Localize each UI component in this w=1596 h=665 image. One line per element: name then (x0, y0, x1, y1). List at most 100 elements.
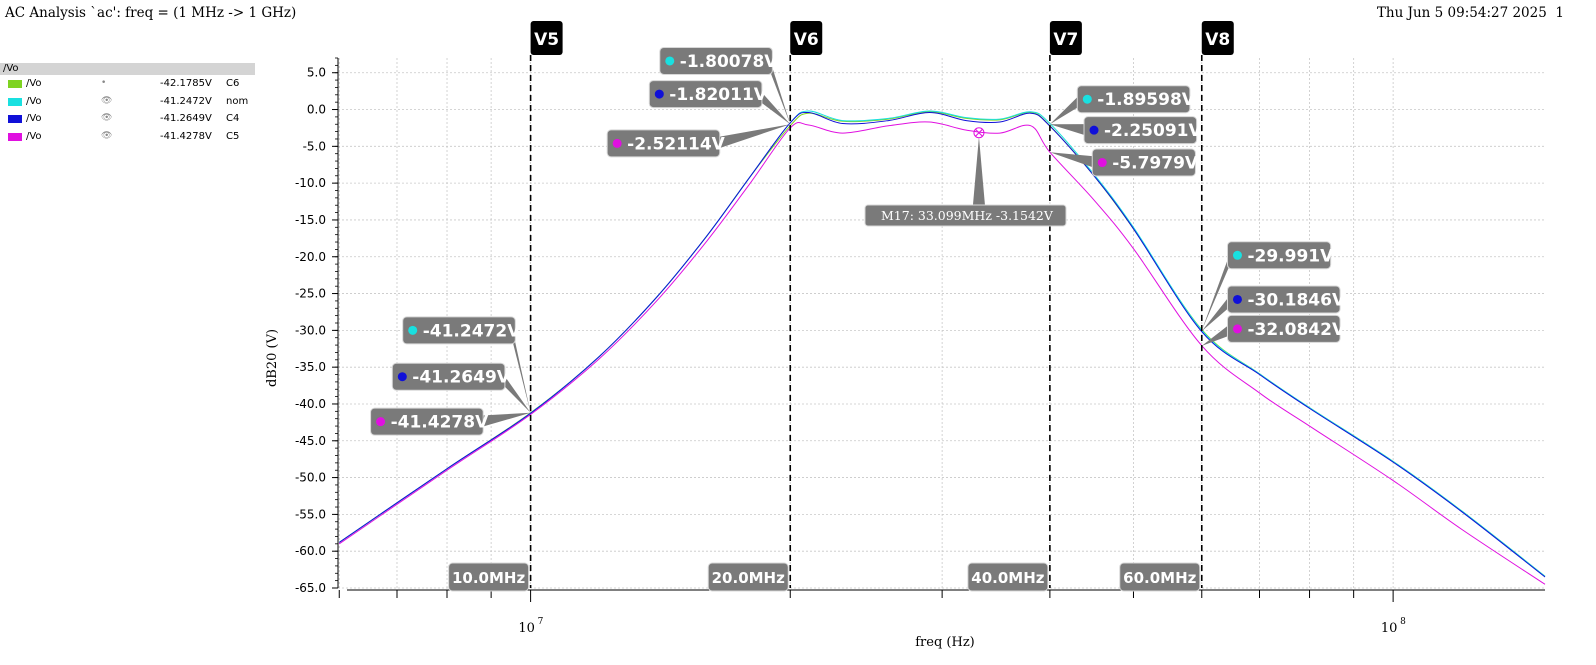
callout-dot (376, 417, 386, 427)
callout-box (1091, 148, 1196, 177)
callout-value: -32.0842V (1247, 320, 1345, 340)
y-tick-label: -60.0 (295, 544, 326, 558)
callout-value: -2.52114V (627, 134, 725, 154)
vmarker-badge (1049, 21, 1082, 55)
vmarker-freq-label: 10.0MHz (452, 569, 525, 587)
callout-pointer (715, 124, 791, 150)
callout-pointer (1201, 322, 1232, 346)
y-tick-label: -30.0 (295, 323, 326, 337)
callout-value: -5.7979V (1112, 154, 1199, 174)
callout-value: -1.80078V (680, 52, 778, 72)
callout-dot (397, 372, 407, 382)
y-tick-label: -65.0 (295, 581, 326, 595)
axes: dB20 (V) freq (Hz) 5.0 0.0 -5.0 -10.0 -15.0 -… (265, 57, 1545, 650)
callout-dot (1097, 158, 1107, 168)
y-axis-label: dB20 (V) (265, 329, 280, 387)
vmarker-badge (530, 21, 563, 55)
callout-pointer (1201, 293, 1232, 332)
value-callouts[interactable]: -41.2472V -41.2649V -41.4278V -1.80078V -1.8… (370, 46, 1346, 436)
callout-dot (1089, 125, 1099, 135)
callout-pointer (757, 88, 791, 125)
vmarker-label: V8 (1205, 30, 1230, 50)
callout-value: -41.4278V (391, 413, 489, 433)
y-tick-label: -10.0 (295, 176, 326, 190)
legend-swatch-c6 (8, 80, 22, 88)
x-axis-label: freq (Hz) (915, 635, 975, 650)
vmarker-label: V5 (534, 30, 559, 50)
callout-value: -2.25091V (1104, 121, 1202, 141)
eye-icon[interactable]: 👁 (101, 95, 113, 106)
vertical-markers[interactable]: V5 10.0MHz V6 20.0MHz V7 40.0MHz V8 60.0MHz (448, 21, 1234, 592)
legend-swatch-c5 (8, 132, 22, 141)
callout-pointer (1201, 249, 1232, 331)
callout-box (402, 316, 516, 345)
vmarker-freq-box (1119, 562, 1201, 592)
callout-pointer (1049, 124, 1089, 137)
legend-row-c4[interactable]: /Vo 👁 -41.2649V C4 (0, 110, 255, 128)
callout-dot (408, 325, 418, 335)
y-tick-label: -15.0 (295, 213, 326, 227)
pmarker-ring (973, 127, 985, 139)
x-tick-label: 10 (518, 621, 535, 636)
legend-value: -41.4278V (160, 130, 212, 142)
y-tick-label: 0.0 (307, 103, 326, 117)
callout-box (606, 129, 721, 158)
y-tick-label: -25.0 (295, 287, 326, 301)
y-tick-label: -5.0 (303, 139, 326, 153)
legend-signal-name: /Vo (26, 95, 42, 107)
legend-value: -41.2649V (160, 113, 212, 124)
y-tick-label: -40.0 (295, 397, 326, 411)
callout-dot (1232, 294, 1242, 304)
callout-value: -41.2649V (412, 368, 510, 388)
legend-value: -41.2472V (160, 95, 212, 107)
x-tick-exponent: 8 (1400, 617, 1406, 627)
legend-signal-name: /Vo (26, 130, 42, 142)
callout-dot (612, 138, 622, 148)
traces (338, 110, 1546, 585)
vmarker-freq-label: 60.0MHz (1123, 569, 1196, 587)
legend-corner: nom (226, 95, 249, 107)
callout-dot (665, 56, 675, 66)
eye-icon[interactable]: 👁 (101, 130, 113, 141)
callout-value: -1.82011V (669, 85, 767, 105)
legend-swatch-nom (8, 97, 22, 106)
timestamp: Thu Jun 5 09:54:27 2025 1 (1376, 5, 1564, 21)
trace-c4 (338, 111, 1546, 578)
window-title: AC Analysis `ac': freq = (1 MHz -> 1 GHz… (5, 5, 297, 21)
callout-pointer (1049, 152, 1097, 169)
legend: /Vo /Vo • -42.1785V C6 /Vo 👁 -41.2472V n… (0, 63, 255, 145)
legend-row-c6[interactable]: /Vo • -42.1785V C6 (0, 75, 255, 93)
callout-dot (1082, 94, 1092, 104)
vmarker-freq-box (448, 562, 530, 592)
callout-box (391, 362, 506, 391)
callout-value: -30.1846V (1247, 290, 1345, 310)
callout-value: -41.2472V (423, 321, 521, 341)
callout-box (1226, 314, 1341, 343)
eye-icon[interactable]: 👁 (101, 113, 113, 123)
callout-dot (1232, 324, 1242, 334)
legend-corner: C6 (226, 78, 240, 89)
y-tick-label: 5.0 (307, 66, 326, 80)
legend-header[interactable]: /Vo (0, 63, 255, 75)
callout-box (648, 80, 763, 109)
point-marker[interactable]: M17: 33.099MHz -3.1542V (864, 127, 1067, 227)
y-tick-label: -55.0 (295, 507, 326, 521)
callout-dot (1232, 250, 1242, 260)
visibility-icon[interactable]: • (101, 78, 107, 88)
pmarker-pointer (972, 136, 985, 205)
legend-swatch-c4 (8, 115, 22, 123)
legend-row-c5[interactable]: /Vo 👁 -41.4278V C5 (0, 128, 255, 146)
pmarker-label: M17: 33.099MHz -3.1542V (881, 208, 1054, 223)
y-tick-label: -20.0 (295, 250, 326, 264)
callout-dot (654, 89, 664, 99)
callout-box (1076, 85, 1191, 114)
callout-box (659, 46, 773, 75)
y-tick-label: -35.0 (295, 360, 326, 374)
legend-signal-name: /Vo (26, 113, 42, 124)
pmarker-box (864, 204, 1067, 227)
legend-corner: C5 (226, 130, 240, 142)
vmarker-freq-box (707, 562, 789, 592)
vmarker-label: V6 (794, 30, 819, 50)
legend-row-nom[interactable]: /Vo 👁 -41.2472V nom (0, 93, 255, 111)
